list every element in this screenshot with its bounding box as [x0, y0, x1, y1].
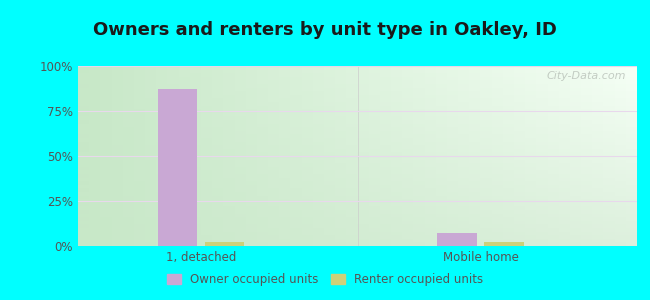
Legend: Owner occupied units, Renter occupied units: Owner occupied units, Renter occupied un… — [162, 269, 488, 291]
Bar — [437, 233, 476, 246]
Text: City-Data.com: City-Data.com — [546, 71, 626, 81]
Bar — [205, 242, 244, 246]
Bar — [484, 242, 523, 246]
Text: Owners and renters by unit type in Oakley, ID: Owners and renters by unit type in Oakle… — [93, 21, 557, 39]
Bar — [158, 89, 197, 246]
